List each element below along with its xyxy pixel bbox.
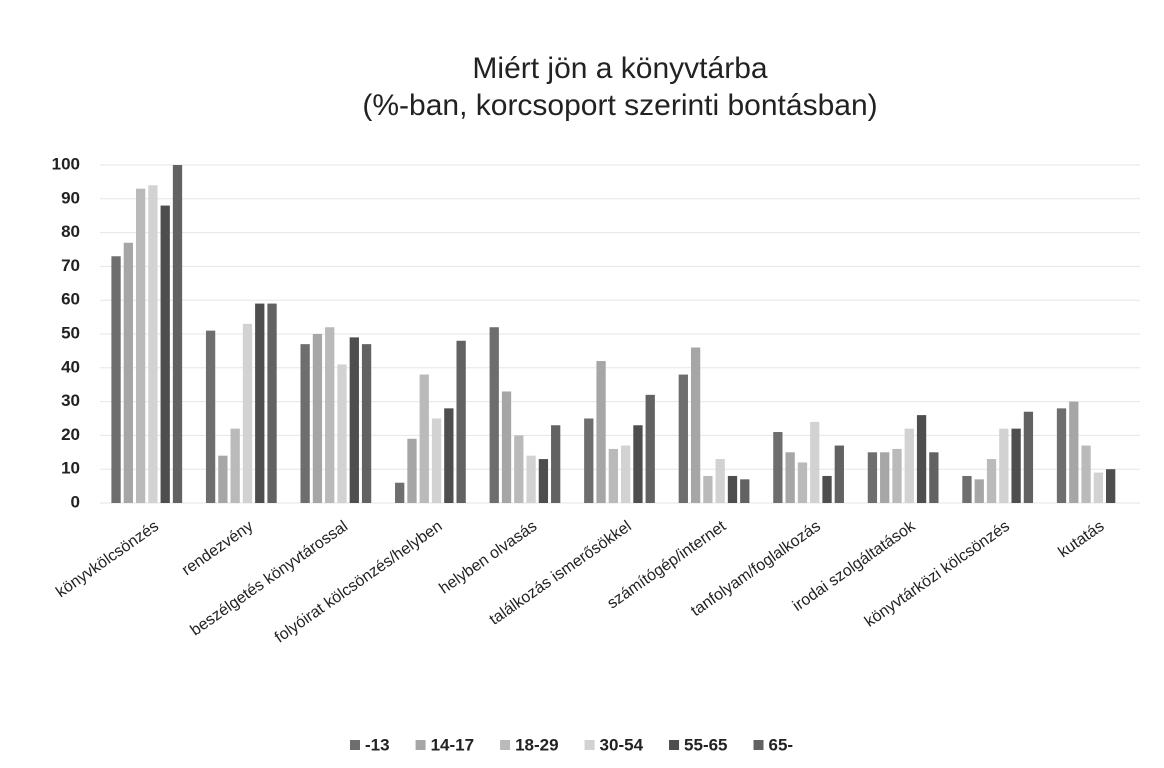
legend-swatch [350,740,360,750]
bar [1106,469,1116,503]
bar [880,452,890,503]
bar [608,448,618,503]
legend-label: 55-65 [684,735,727,754]
bar [325,327,335,503]
y-tick-label: 80 [61,222,80,241]
bar [419,374,429,503]
y-tick-label: 30 [61,391,80,410]
bar [349,337,359,503]
y-tick-label: 0 [71,492,80,511]
bar [267,303,277,503]
bar [123,242,133,504]
bar [633,425,643,503]
bar [596,361,606,503]
bar [312,334,323,503]
bar [160,205,170,503]
legend: -13 14-17 18-29 30-54 55-65 65- [350,735,793,754]
bar [1011,428,1021,503]
bar [986,459,997,503]
y-tick-label: 10 [61,459,80,478]
bar [584,418,594,503]
bar [621,445,631,503]
bar [148,185,158,503]
bar [797,462,808,503]
x-tick-label: kutatás [1055,518,1107,562]
bar [834,445,844,503]
legend-swatch [500,740,511,750]
chart-title: Miért jön a könyvtárba [472,52,767,85]
y-tick-label: 70 [61,256,80,275]
bar [218,455,228,503]
bar [230,428,240,503]
y-tick-label: 40 [61,357,80,376]
bar [489,327,499,503]
bar [538,459,549,503]
bar [514,435,524,503]
legend-label: 65- [769,735,794,754]
bar [431,418,442,503]
bar [904,428,914,503]
bar [1069,401,1079,503]
bar [929,452,939,503]
bar [645,394,655,503]
y-tick-label: 100 [52,154,80,173]
bar [999,428,1009,503]
bar [395,482,405,503]
x-tick-label: rendezvény [179,518,257,579]
bar [822,475,832,503]
bar [300,344,310,503]
x-tick-label: könyvkölcsönzés [53,518,162,601]
bar [1056,408,1067,503]
bar [135,188,146,503]
bar [727,475,738,503]
bar [867,452,878,503]
legend-swatch [753,740,764,750]
bar [703,475,713,503]
legend-swatch [669,740,680,750]
y-tick-label: 90 [61,188,80,207]
bar [361,344,372,503]
bar [1023,411,1034,503]
bar [810,421,820,503]
bar [172,165,183,503]
legend-label: -13 [365,735,390,754]
bar [526,455,536,503]
legend-swatch [584,740,595,750]
bar [740,479,750,503]
bar [444,408,454,503]
bar [205,330,216,503]
bar [501,391,512,503]
bar [962,475,972,503]
bar [773,432,783,503]
bar [715,459,725,503]
legend-label: 18-29 [515,735,558,754]
bar [916,415,927,503]
bar [892,448,902,503]
y-tick-label: 20 [61,425,80,444]
bar [678,374,688,503]
bar [690,347,701,503]
bar [551,425,561,503]
bar [974,479,984,503]
x-tick-label: beszélgetés könyvtárossal [188,518,351,640]
bar [111,256,121,503]
x-tick-label: helyben olvasás [436,518,540,598]
x-tick-label: folyóirat kölcsönzés/helyben [272,518,446,647]
legend-label: 30-54 [600,735,644,754]
bar [456,340,466,503]
legend-label: 14-17 [431,735,474,754]
chart-subtitle: (%-ban, korcsoport szerinti bontásban) [362,89,877,122]
bar [1093,472,1104,503]
bar [407,438,417,503]
bar [255,303,265,503]
y-tick-label: 60 [61,290,80,309]
bar [785,452,795,503]
bar [1081,445,1091,503]
legend-swatch [415,740,426,750]
bar [337,364,347,503]
y-tick-label: 50 [61,323,80,342]
bar [242,323,253,503]
